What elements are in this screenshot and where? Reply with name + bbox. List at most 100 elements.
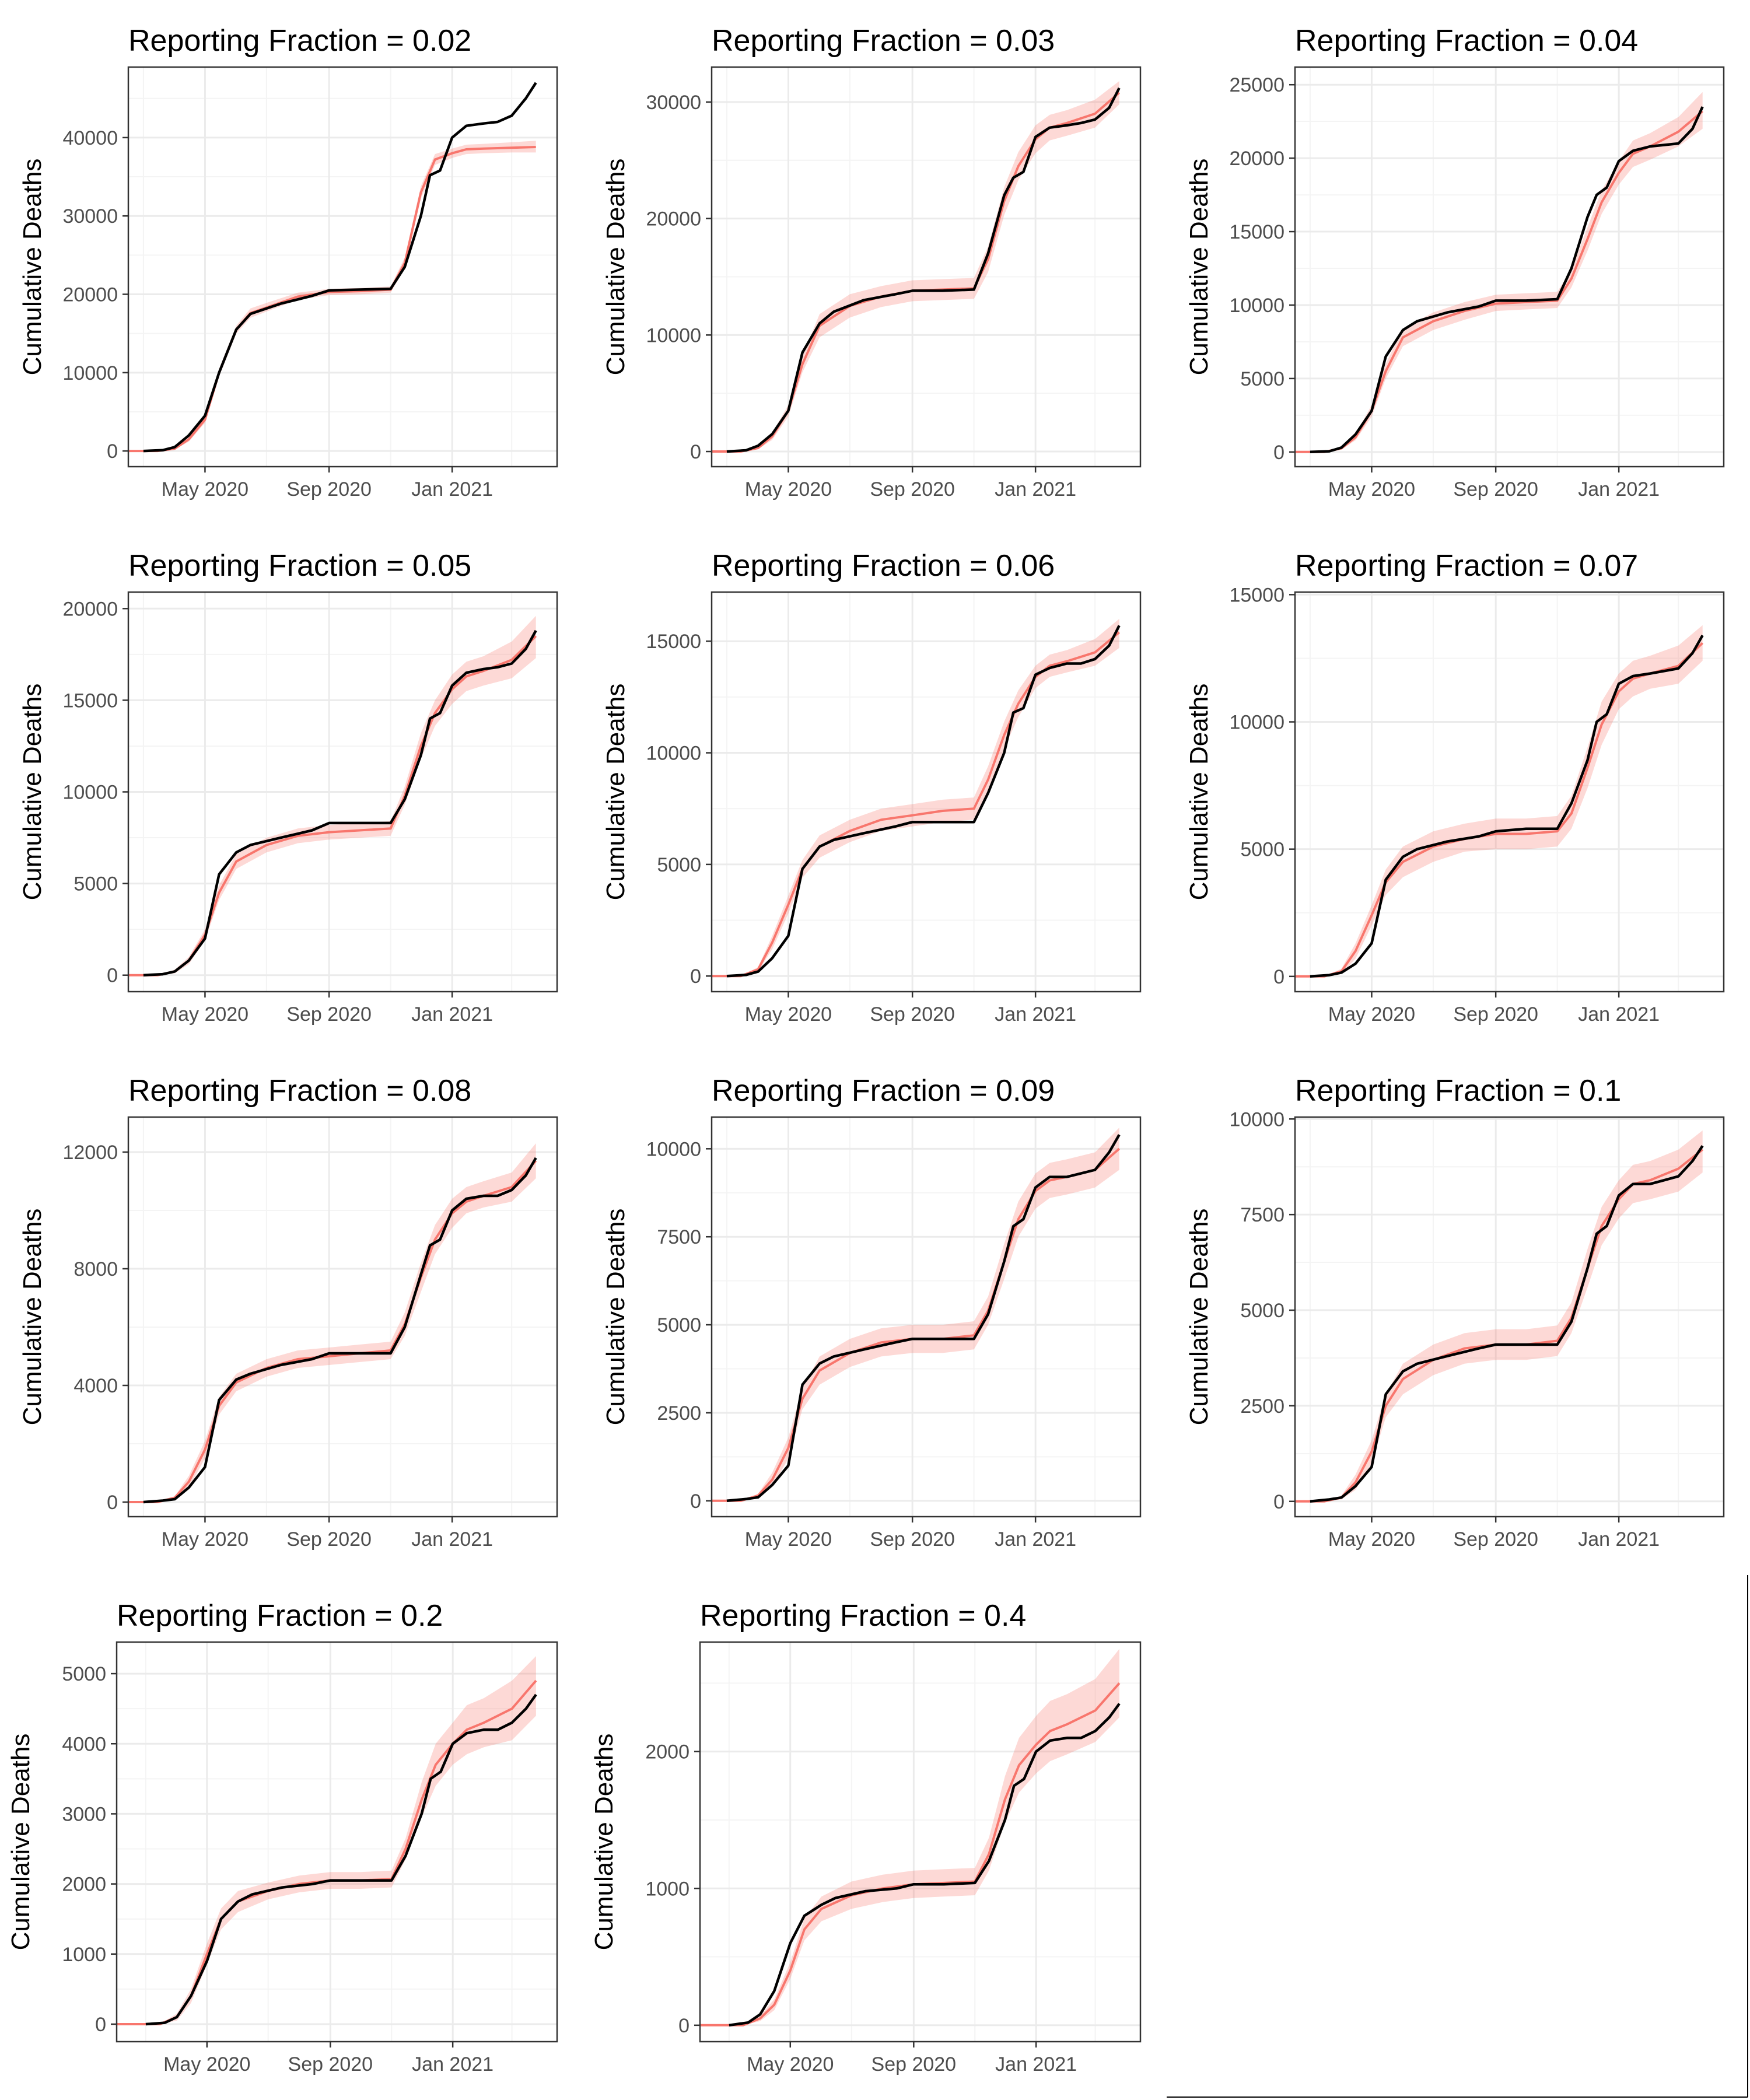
y-tick-label: 0 (107, 1492, 118, 1514)
observed-line (1310, 635, 1704, 978)
y-tick-label: 15000 (646, 631, 701, 653)
panel-border (710, 66, 1142, 468)
y-tick-label: 1000 (62, 1944, 106, 1966)
y-axis-label: Cumulative Deaths (601, 1209, 630, 1426)
observed-line (145, 1693, 537, 2026)
x-tick-label: Sep 2020 (286, 1003, 372, 1026)
fitted-interval-band (1295, 625, 1703, 977)
x-tick-label: May 2020 (745, 1003, 832, 1026)
panel-border (127, 1116, 558, 1518)
panel-1: 0 10000 20000 30000 40000 May 2020 Sep 2020 Jan… (18, 24, 558, 501)
plot-background (712, 592, 1140, 992)
x-tick-label: May 2020 (747, 2053, 834, 2076)
x-tick-label: Jan 2021 (412, 2053, 494, 2076)
y-tick-label: 20000 (62, 598, 118, 620)
y-axis-label: Cumulative Deaths (1185, 1209, 1213, 1426)
panel-title: Reporting Fraction = 0.03 (712, 24, 1055, 58)
observed-line (726, 1134, 1121, 1503)
y-tick-label: 25000 (1229, 74, 1284, 96)
y-tick-label: 0 (95, 2014, 106, 2036)
panel-8: 0 2500 5000 7500 10000 May 2020 Sep 2020 Jan 20… (601, 1074, 1142, 1550)
x-tick-label: Jan 2021 (995, 478, 1076, 501)
y-tick-label: 30000 (646, 92, 701, 114)
fitted-interval-band (128, 1143, 536, 1502)
panel-border (1294, 1116, 1725, 1518)
y-tick-label: 1000 (645, 1878, 690, 1900)
y-axis-label: Cumulative Deaths (601, 684, 630, 901)
x-tick-label: Jan 2021 (995, 2053, 1077, 2076)
x-tick-label: Jan 2021 (411, 1528, 493, 1550)
y-axis-label: Cumulative Deaths (590, 1734, 618, 1951)
y-tick-label: 5000 (74, 873, 118, 895)
observed-line (726, 87, 1121, 453)
y-tick-label: 10000 (1229, 295, 1284, 317)
x-tick-label: May 2020 (163, 2053, 250, 2076)
x-tick-label: Jan 2021 (411, 1003, 493, 1026)
x-tick-label: Jan 2021 (995, 1528, 1076, 1550)
panel-3: 0 5000 10000 15000 20000 25000 May 2020 Sep 202… (1185, 24, 1725, 501)
x-tick-label: May 2020 (162, 478, 249, 501)
panel-title: Reporting Fraction = 0.06 (712, 549, 1055, 583)
x-tick-label: Sep 2020 (1453, 1528, 1538, 1550)
x-tick-label: Sep 2020 (1453, 1003, 1538, 1026)
x-tick-label: May 2020 (162, 1003, 249, 1026)
plot-background (128, 67, 557, 467)
y-tick-label: 0 (690, 1490, 701, 1513)
observed-line (143, 1157, 537, 1504)
plot-background (1295, 592, 1724, 992)
panel-title: Reporting Fraction = 0.2 (117, 1599, 443, 1633)
y-tick-label: 0 (107, 965, 118, 987)
fitted-interval-band (117, 1656, 536, 2024)
y-tick-label: 2500 (657, 1402, 701, 1424)
fitted-interval-band (1295, 92, 1703, 452)
x-tick-label: Sep 2020 (286, 1528, 372, 1550)
panel-11: 0 1000 2000 May 2020 Sep 2020 Jan 2021 Cumulat… (590, 1599, 1142, 2076)
panel-9: 0 2500 5000 7500 10000 May 2020 Sep 2020 Jan 20… (1185, 1074, 1725, 1550)
fitted-interval-band (1295, 1130, 1703, 1502)
y-tick-label: 15000 (1229, 221, 1284, 243)
panel-title: Reporting Fraction = 0.09 (712, 1074, 1055, 1108)
observed-line (1310, 1144, 1704, 1503)
y-tick-label: 5000 (62, 1663, 106, 1685)
y-tick-label: 0 (690, 965, 701, 988)
y-tick-label: 3000 (62, 1803, 106, 1825)
fitted-line (128, 1160, 537, 1503)
plot-background (700, 1642, 1140, 2042)
y-tick-label: 15000 (1229, 584, 1284, 606)
x-tick-label: May 2020 (1328, 1003, 1415, 1026)
plot-background (128, 1117, 557, 1517)
panel-border (710, 591, 1142, 993)
y-tick-label: 0 (1273, 966, 1284, 988)
x-tick-label: May 2020 (745, 478, 832, 501)
y-tick-label: 0 (107, 440, 118, 463)
y-tick-label: 10000 (646, 743, 701, 765)
y-tick-label: 10000 (62, 782, 118, 804)
panel-title: Reporting Fraction = 0.4 (700, 1599, 1026, 1633)
y-tick-label: 20000 (646, 208, 701, 230)
y-tick-label: 7500 (657, 1226, 701, 1248)
y-axis-label: Cumulative Deaths (1185, 159, 1213, 376)
y-tick-label: 2000 (62, 1874, 106, 1896)
x-tick-label: Jan 2021 (1578, 1003, 1660, 1026)
panel-title: Reporting Fraction = 0.07 (1295, 549, 1638, 583)
observed-line (143, 82, 537, 453)
panel-border (116, 1641, 558, 2043)
x-tick-label: Sep 2020 (288, 2053, 373, 2076)
y-tick-label: 10000 (646, 324, 701, 346)
panel-border (699, 1641, 1142, 2043)
y-tick-label: 7500 (1240, 1204, 1284, 1226)
panel-title: Reporting Fraction = 0.04 (1295, 24, 1638, 58)
observed-line (143, 629, 537, 977)
panel-border (127, 66, 558, 468)
y-axis-label: Cumulative Deaths (1185, 684, 1213, 901)
y-axis-label: Cumulative Deaths (18, 1209, 47, 1426)
y-tick-label: 5000 (657, 1314, 701, 1336)
panel-title: Reporting Fraction = 0.1 (1295, 1074, 1621, 1108)
y-tick-label: 30000 (62, 205, 118, 228)
x-tick-label: May 2020 (162, 1528, 249, 1550)
panel-border (1294, 66, 1725, 468)
y-tick-label: 2000 (645, 1741, 690, 1763)
x-tick-label: Sep 2020 (1453, 478, 1538, 501)
y-tick-label: 5000 (657, 854, 701, 876)
plot-background (712, 67, 1140, 467)
